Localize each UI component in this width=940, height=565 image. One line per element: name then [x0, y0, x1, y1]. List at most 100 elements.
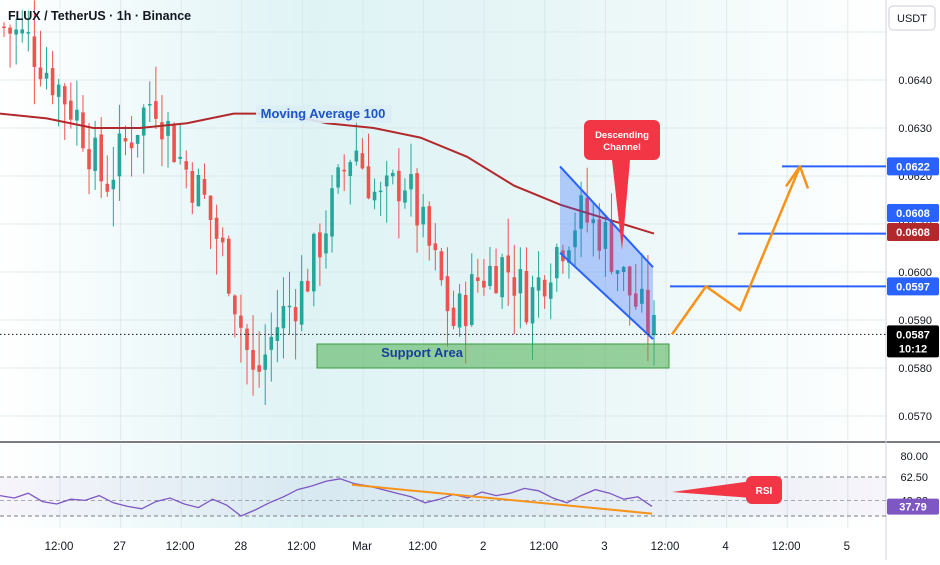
candle-body [621, 266, 626, 272]
time-tick-label: 28 [234, 541, 247, 553]
candle-body [20, 29, 25, 34]
time-tick-label: 5 [844, 541, 850, 553]
candle-body [99, 134, 103, 182]
candle-body [536, 277, 541, 291]
price-badge-label: 0.0597 [896, 281, 930, 293]
candle-body [646, 289, 650, 335]
candle-body [384, 175, 389, 187]
projection-path[interactable] [670, 165, 802, 336]
candle-body [44, 72, 49, 79]
price-badge [887, 204, 939, 222]
channel-callout[interactable]: Descending Channel [584, 120, 660, 250]
candle-body [609, 222, 614, 272]
candle-body [14, 29, 18, 35]
time-tick-label: 12:00 [45, 541, 74, 553]
candle-body [318, 232, 322, 258]
currency-button[interactable]: USDT [888, 5, 936, 31]
support-label: Support Area [381, 345, 464, 360]
candle-body [184, 161, 189, 170]
candle-body [330, 188, 334, 237]
support-label-text: Support Area [381, 345, 464, 360]
candle-body [451, 307, 456, 327]
candle-body [555, 247, 559, 279]
candle-body [154, 101, 158, 119]
price-pane-background [0, 0, 886, 440]
candle-body [567, 250, 571, 263]
candle-body [202, 178, 207, 195]
candle-body [640, 288, 644, 304]
moving-average-100-line[interactable] [0, 112, 655, 235]
ma-label-background [256, 105, 392, 123]
candle-body [603, 222, 608, 249]
candle-body [263, 354, 268, 370]
time-tick-label: 12:00 [651, 541, 680, 553]
price-tick-label: 0.0630 [898, 123, 932, 135]
rsi-line[interactable] [0, 478, 653, 517]
candle-body [141, 107, 146, 136]
candle-body [494, 266, 498, 294]
candle-body [251, 349, 255, 370]
candle-body [166, 120, 170, 136]
rsi-current-badge [887, 498, 939, 515]
candle-body [214, 217, 219, 239]
rsi-callout[interactable]: RSI [672, 476, 782, 504]
ma-label: Moving Average 100 [256, 105, 392, 123]
candle-body [81, 112, 85, 149]
time-tick-label: 3 [601, 541, 607, 553]
candle-body [38, 67, 43, 80]
candle-body [524, 270, 529, 323]
candle-body [439, 251, 444, 281]
price-badge [887, 223, 939, 241]
candle-body [226, 238, 231, 294]
channel-upper-line[interactable] [559, 165, 654, 268]
price-badge-label: 0.0608 [896, 227, 930, 239]
candle-body [403, 190, 407, 203]
candle-body [75, 109, 79, 121]
candle-body [50, 68, 55, 96]
candle-body [348, 162, 353, 177]
channel-callout-pointer [612, 160, 630, 250]
current-price-badge [887, 325, 939, 358]
candle-body [512, 277, 517, 296]
candle-body [469, 274, 474, 325]
current-price-label: 0.0587 [896, 329, 930, 341]
time-tick-label: 12:00 [287, 541, 316, 553]
candle-body [366, 166, 371, 199]
price-tick-label: 0.0590 [898, 315, 932, 327]
candle-body [476, 277, 480, 282]
candle-body [160, 122, 164, 140]
candle-body [378, 190, 383, 193]
candle-body [324, 233, 328, 254]
channel-lower-line[interactable] [559, 252, 654, 340]
rsi-callout-box [746, 476, 782, 504]
symbol-title[interactable]: FLUX / TetherUS · 1h · Binance [8, 9, 191, 23]
candle-body [178, 156, 182, 159]
rsi-trendline[interactable] [351, 483, 653, 515]
time-tick-label: 12:00 [166, 541, 195, 553]
candle-body [372, 191, 377, 201]
rsi-current-label: 37.79 [899, 502, 927, 514]
time-tick-label: 12:00 [408, 541, 437, 553]
support-area-zone[interactable] [316, 343, 670, 369]
candle-body [615, 270, 620, 274]
currency-button-frame [888, 5, 936, 31]
rsi-tick-label: 80.00 [900, 451, 928, 463]
candle-body [26, 32, 31, 34]
projection-arrowhead [784, 165, 810, 189]
time-tick-label: 12:00 [529, 541, 558, 553]
price-scale[interactable]: 0.06400.06300.06200.06100.06000.05900.05… [887, 75, 939, 515]
candle-body [105, 183, 110, 192]
candle-body [305, 280, 310, 292]
time-scale[interactable]: 12:00 27 12:00 28 12:00 Mar 12:00 2 12:00 3 12:00 4… [45, 541, 850, 553]
countdown-label: 10:12 [899, 343, 927, 355]
candle-body [239, 315, 243, 328]
candle-body [129, 142, 134, 149]
candle-body [8, 27, 12, 34]
time-tick-label: Mar [352, 541, 372, 553]
candle-body [190, 171, 195, 203]
time-tick-label: 27 [113, 541, 126, 553]
candle-body [390, 172, 395, 177]
rsi-callout-text: RSI [756, 486, 773, 497]
time-tick-label: 12:00 [772, 541, 801, 553]
